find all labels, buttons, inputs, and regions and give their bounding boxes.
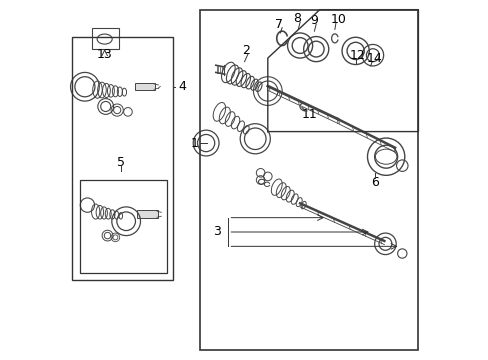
Text: 7: 7: [274, 18, 282, 31]
Text: 12: 12: [349, 49, 365, 62]
Text: 4: 4: [178, 80, 186, 93]
Text: 14: 14: [366, 52, 382, 65]
Text: 11: 11: [301, 108, 317, 121]
Bar: [137, 211, 158, 218]
Text: 5: 5: [117, 156, 124, 168]
Text: 2: 2: [242, 44, 250, 57]
Bar: [80, 180, 167, 273]
Text: 3: 3: [213, 225, 221, 238]
Text: 1: 1: [191, 136, 199, 149]
Text: 10: 10: [330, 13, 346, 26]
Text: 9: 9: [309, 14, 317, 27]
Bar: [72, 37, 172, 280]
Bar: [92, 28, 119, 49]
Text: 13: 13: [97, 48, 112, 61]
Text: 6: 6: [371, 176, 379, 189]
Bar: [199, 10, 418, 350]
Text: 8: 8: [293, 12, 301, 25]
Bar: [135, 83, 155, 90]
